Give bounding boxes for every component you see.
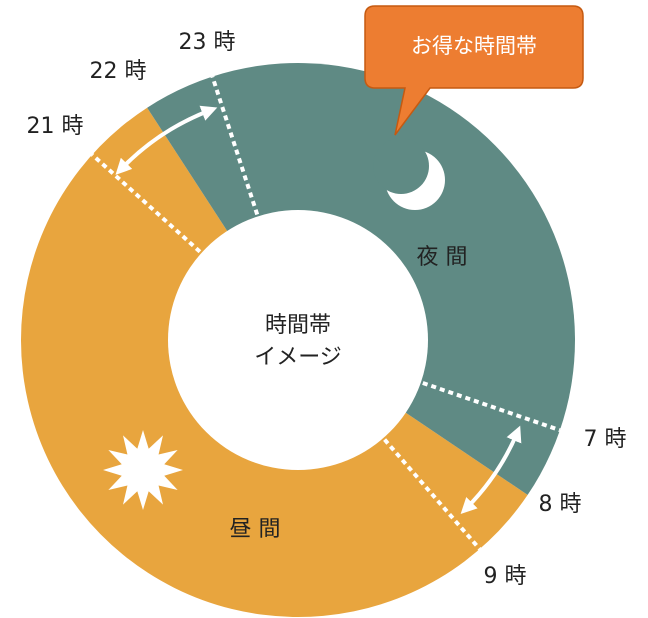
boundary-line — [210, 75, 260, 216]
boundary-line — [422, 381, 561, 433]
sun-core — [121, 448, 165, 492]
center-text: 時間帯 — [265, 313, 331, 338]
hour-label: 8 時 — [539, 492, 582, 517]
arrow — [115, 105, 218, 175]
hour-label: 9 時 — [484, 564, 527, 589]
segment-label: 昼 間 — [230, 517, 281, 542]
hour-label: 22 時 — [90, 59, 147, 84]
center-text: イメージ — [254, 345, 342, 370]
center-hole — [168, 210, 428, 470]
callout-bubble — [364, 5, 584, 136]
callout-text: お得な時間帯 — [411, 34, 537, 58]
sun — [103, 430, 183, 510]
boundaries — [90, 75, 561, 551]
hour-label: 7 時 — [584, 427, 627, 452]
hour-label: 21 時 — [27, 114, 84, 139]
moon-shadow — [373, 138, 429, 194]
boundary-line — [383, 438, 482, 551]
segment-label: 夜 間 — [417, 245, 468, 270]
arrow — [460, 425, 522, 514]
boundary-line — [90, 153, 202, 254]
hour-label: 23 時 — [179, 30, 236, 55]
